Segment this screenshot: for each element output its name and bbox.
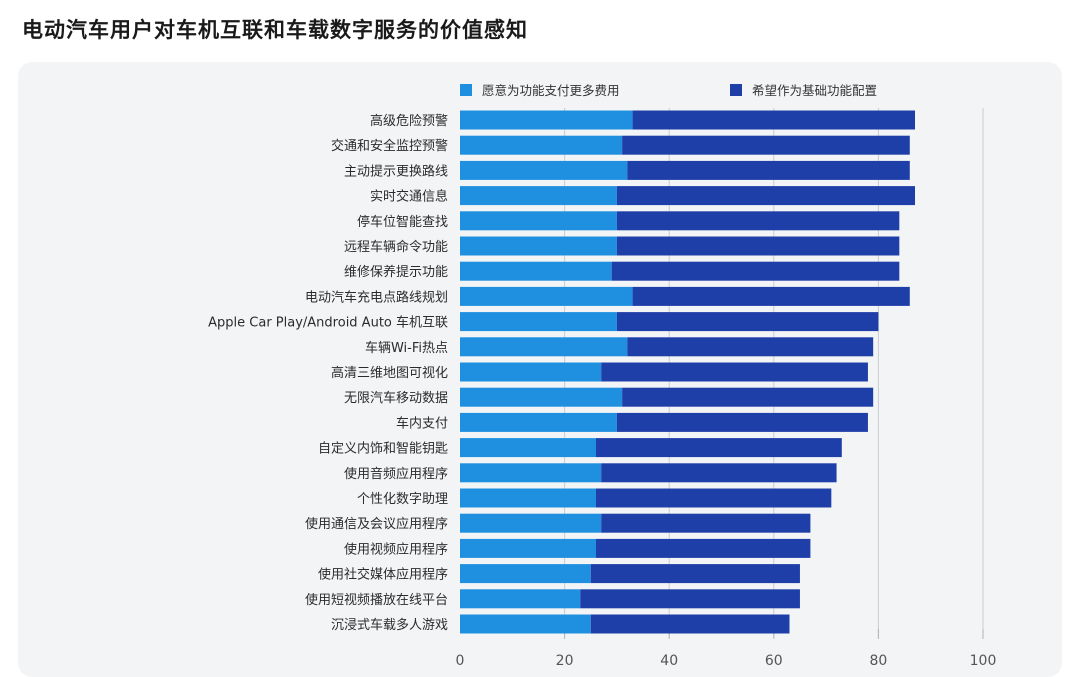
x-tick-label: 0 [456,653,465,669]
chart-title: 电动汽车用户对车机互联和车载数字服务的价值感知 [22,18,528,42]
bar-segment [460,135,623,155]
legend-swatch [730,84,742,96]
category-label: 使用通信及会议应用程序 [305,516,448,532]
category-label: 沉浸式车载多人游戏 [331,617,448,633]
category-label: 远程车辆命令功能 [344,239,448,255]
bar-segment [460,211,617,231]
bar-segment [601,513,811,533]
category-label: 主动提示更换路线 [344,163,448,179]
legend-label: 希望作为基础功能配置 [752,83,877,98]
category-label: 实时交通信息 [370,189,448,205]
bar-segment [616,312,879,332]
bar-segment [460,412,617,432]
bar-segment [632,286,910,306]
category-label: 车内支付 [396,415,448,431]
bar-segment [601,463,837,483]
x-tick-label: 20 [556,653,574,669]
bar-segment [622,135,910,155]
bar-segment [460,438,596,458]
x-tick-label: 80 [869,653,887,669]
bar-segment [460,261,612,281]
bar-segment [611,261,900,281]
bar-segment [601,362,868,382]
bar-segment [595,488,832,508]
category-label: 使用社交媒体应用程序 [318,567,448,583]
bar-segment [460,160,628,180]
bar-segment [460,110,633,130]
bar-segment [460,236,617,256]
category-label: 使用短视频播放在线平台 [305,592,448,608]
bar-segment [460,513,602,533]
bar-segment [632,110,916,130]
bar-segment [460,387,623,407]
category-label: 使用视频应用程序 [344,541,448,557]
category-label: 维修保养提示功能 [344,264,448,280]
bar-segment [622,387,874,407]
category-label: 高级危险预警 [370,113,448,129]
category-label: 电动汽车充电点路线规划 [305,289,448,305]
bar-segment [590,564,800,584]
bar-segment [616,412,868,432]
bar-segment [590,614,790,634]
x-tick-label: 60 [765,653,783,669]
bar-segment [460,337,628,357]
bar-segment [627,337,874,357]
category-label: 高清三维地图可视化 [331,365,448,381]
bar-segment [460,488,596,508]
bar-segment [460,362,602,382]
bar-segment [616,236,900,256]
bar-segment [580,589,800,609]
category-label: 个性化数字助理 [357,492,448,507]
x-tick-label: 100 [970,653,997,669]
bar-segment [627,160,910,180]
category-label: 停车位智能查找 [357,214,448,230]
legend-swatch [460,84,472,96]
category-label: 自定义内饰和智能钥匙 [318,441,448,457]
legend-label: 愿意为功能支付更多费用 [482,83,620,98]
bar-segment [460,589,581,609]
bar-segment [616,186,916,206]
category-label: 交通和安全监控预警 [331,138,448,154]
category-label: Apple Car Play/Android Auto 车机互联 [208,315,448,331]
category-label: 无限汽车移动数据 [344,390,448,406]
bar-segment [616,211,900,231]
bar-segment [460,186,617,206]
bar-segment [460,564,591,584]
bar-segment [460,538,596,558]
bar-segment [460,286,633,306]
bar-segment [460,312,617,332]
x-tick-label: 40 [660,653,678,669]
bar-segment [460,614,591,634]
bar-segment [595,538,811,558]
bar-segment [460,463,602,483]
category-label: 车辆Wi-Fi热点 [365,340,448,356]
bar-segment [595,438,842,458]
category-label: 使用音频应用程序 [344,466,448,482]
